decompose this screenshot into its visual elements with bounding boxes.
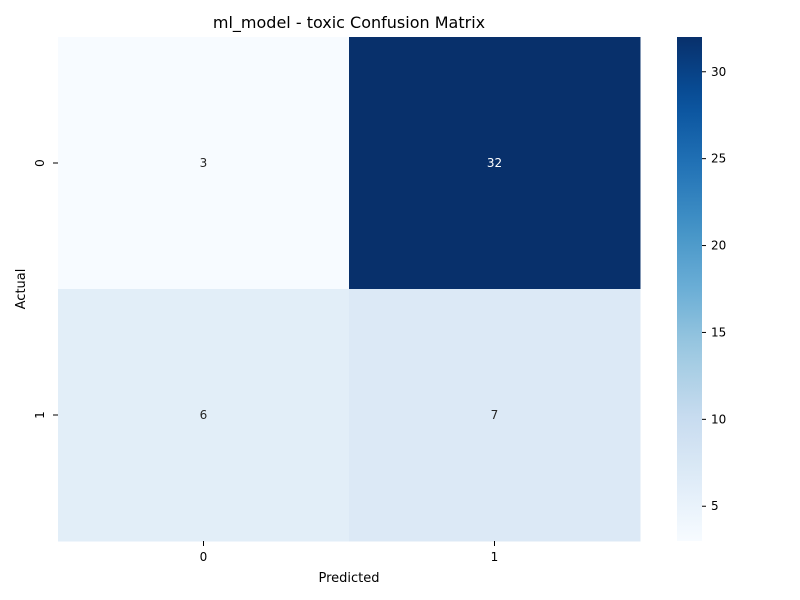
colorbar: 5 10 15 20 25 30 bbox=[677, 37, 726, 541]
colorbar-tick-label: 15 bbox=[711, 325, 726, 339]
x-tick-label: 1 bbox=[491, 550, 499, 564]
colorbar-tick-label: 20 bbox=[711, 239, 726, 253]
cell-value-label: 6 bbox=[200, 408, 208, 422]
y-tick-label: 1 bbox=[33, 411, 47, 419]
y-tick-label: 0 bbox=[33, 159, 47, 167]
heatmap-cells: 3 32 6 7 bbox=[58, 37, 641, 542]
colorbar-gradient bbox=[677, 37, 702, 541]
heatmap-cell bbox=[58, 289, 350, 542]
cell-value-label: 32 bbox=[487, 156, 502, 170]
heatmap-cell bbox=[349, 37, 641, 290]
x-axis-label: Predicted bbox=[318, 571, 379, 586]
colorbar-tick-label: 25 bbox=[711, 152, 726, 166]
colorbar-tick-label: 10 bbox=[711, 412, 726, 426]
chart-title: ml_model - toxic Confusion Matrix bbox=[213, 13, 485, 33]
colorbar-tick-label: 30 bbox=[711, 65, 726, 79]
heatmap-cell bbox=[349, 289, 641, 542]
x-tick-label: 0 bbox=[200, 550, 208, 564]
colorbar-tick-label: 5 bbox=[711, 499, 719, 513]
y-axis: 01 bbox=[33, 159, 58, 419]
heatmap-cell bbox=[58, 37, 350, 290]
y-axis-label: Actual bbox=[14, 269, 29, 310]
cell-value-label: 7 bbox=[491, 408, 499, 422]
cell-value-label: 3 bbox=[200, 156, 208, 170]
